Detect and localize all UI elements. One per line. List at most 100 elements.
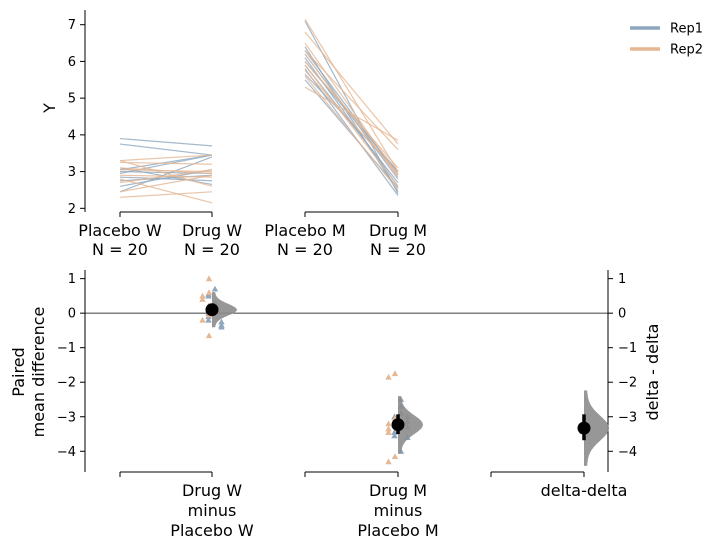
paired-line-rep1 bbox=[304, 73, 399, 173]
paired-line-rep1 bbox=[119, 143, 213, 156]
bottom-y-axis-label: Paired mean difference bbox=[9, 307, 48, 438]
paired-line-rep2 bbox=[119, 178, 213, 204]
group-count-label: N = 20 bbox=[184, 240, 240, 259]
comparison-label: Drug W bbox=[182, 481, 242, 500]
bootstrap-distribution bbox=[398, 396, 423, 454]
effect-size-mean bbox=[577, 421, 591, 435]
group-label: Drug W bbox=[182, 221, 242, 240]
paired-line-rep2 bbox=[119, 169, 213, 184]
effect-size-mean bbox=[391, 418, 405, 432]
paired-line-rep2 bbox=[304, 75, 399, 191]
group-label: Drug M bbox=[369, 221, 427, 240]
paired-line-rep2 bbox=[304, 64, 399, 187]
diff-point-rep2 bbox=[385, 425, 392, 432]
top-y-tick-label: 4 bbox=[68, 128, 76, 143]
diff-point-rep2 bbox=[205, 289, 213, 296]
diff-point-rep1 bbox=[391, 429, 398, 435]
diff-point-rep2 bbox=[205, 275, 213, 282]
paired-line-rep1 bbox=[304, 50, 399, 176]
diff-point-rep2 bbox=[199, 292, 206, 299]
left-y-tick-label: −3 bbox=[57, 410, 76, 425]
diff-point-rep2 bbox=[199, 316, 206, 323]
group-label: Placebo M bbox=[264, 221, 345, 240]
legend-label-rep1: Rep1 bbox=[670, 22, 703, 37]
paired-lines bbox=[119, 18, 399, 204]
group-count-label: N = 20 bbox=[92, 240, 148, 259]
left-y-tick-label: −2 bbox=[57, 376, 76, 391]
top-y-tick-label: 6 bbox=[68, 55, 76, 70]
right-y-tick-label: −4 bbox=[618, 445, 637, 460]
paired-line-rep2 bbox=[304, 42, 399, 176]
bootstrap-distribution bbox=[212, 292, 237, 328]
paired-line-rep2 bbox=[119, 191, 213, 198]
comparison-label: Placebo W bbox=[170, 521, 254, 540]
diff-point-rep2 bbox=[385, 420, 392, 427]
diff-point-rep2 bbox=[205, 332, 213, 339]
paired-line-rep1 bbox=[119, 176, 213, 182]
paired-line-rep2 bbox=[119, 160, 213, 187]
paired-line-rep1 bbox=[119, 154, 213, 171]
left-y-tick-label: 0 bbox=[68, 307, 76, 322]
bottom-y-axis-label-line: mean difference bbox=[29, 307, 48, 438]
diff-point-rep1 bbox=[211, 285, 219, 292]
top-y-tick-label: 2 bbox=[68, 202, 76, 217]
top-y-axis-label: Y bbox=[40, 103, 59, 114]
paired-line-rep2 bbox=[119, 161, 213, 165]
left-y-tick-label: −4 bbox=[57, 445, 76, 460]
paired-line-rep2 bbox=[119, 174, 213, 193]
group-count-label: N = 20 bbox=[277, 240, 333, 259]
diff-point-rep2 bbox=[391, 370, 399, 377]
top-y-tick-label: 7 bbox=[68, 18, 76, 33]
delta-panel: 1 0 −1 −2 −3 −4 1 0 −1 −2 −3 −4 Paired mean differen… bbox=[9, 270, 662, 540]
bottom-y-axis-label-line: Paired bbox=[9, 347, 28, 396]
paired-line-rep2 bbox=[304, 31, 399, 145]
bottom-y-ticks: 1 0 −1 −2 −3 −4 1 0 −1 −2 −3 −4 bbox=[57, 272, 637, 460]
bootstrap-distribution bbox=[584, 390, 609, 466]
diff-point-rep2 bbox=[385, 458, 392, 465]
group-count-label: N = 20 bbox=[370, 240, 426, 259]
comparison-label: minus bbox=[374, 501, 423, 520]
paired-line-rep2 bbox=[304, 53, 399, 178]
left-y-tick-label: −1 bbox=[57, 341, 76, 356]
diff-point-rep1 bbox=[205, 316, 212, 323]
diff-point-rep1 bbox=[205, 292, 212, 299]
comparison-label: delta-delta bbox=[541, 481, 628, 500]
legend: Rep1 Rep2 bbox=[630, 22, 703, 58]
right-y-tick-label: −3 bbox=[618, 410, 637, 425]
diff-point-rep2 bbox=[391, 453, 399, 460]
right-y-axis-label: delta - delta bbox=[643, 324, 662, 421]
comparison-label: Placebo M bbox=[357, 521, 438, 540]
comparison-label: minus bbox=[188, 501, 237, 520]
left-y-tick-label: 1 bbox=[68, 272, 76, 287]
paired-line-rep1 bbox=[119, 156, 213, 193]
paired-line-rep2 bbox=[304, 49, 399, 150]
paired-line-rep2 bbox=[119, 167, 213, 175]
legend-label-rep2: Rep2 bbox=[670, 43, 703, 58]
effect-sizes bbox=[205, 292, 609, 466]
right-y-tick-label: −1 bbox=[618, 341, 637, 356]
top-y-tick-label: 3 bbox=[68, 165, 76, 180]
group-label: Placebo W bbox=[78, 221, 162, 240]
right-y-tick-label: −2 bbox=[618, 376, 637, 391]
right-y-tick-label: 0 bbox=[618, 307, 626, 322]
paired-line-rep2 bbox=[304, 18, 399, 172]
diff-point-rep2 bbox=[385, 373, 392, 380]
diff-point-rep2 bbox=[385, 429, 392, 435]
effect-size-mean bbox=[205, 303, 219, 317]
diff-point-rep2 bbox=[199, 296, 206, 302]
paired-line-rep1 bbox=[119, 137, 213, 147]
top-y-ticks: 2 3 4 5 6 7 bbox=[68, 18, 85, 217]
paired-line-rep1 bbox=[119, 171, 213, 175]
diff-point-rep1 bbox=[218, 323, 225, 330]
diff-point-rep1 bbox=[391, 432, 398, 439]
top-y-tick-label: 5 bbox=[68, 92, 76, 107]
difference-points bbox=[199, 275, 411, 465]
paired-line-rep1 bbox=[119, 174, 213, 182]
paired-line-rep2 bbox=[119, 154, 213, 162]
comparison-label: Drug M bbox=[369, 481, 427, 500]
diff-point-rep1 bbox=[218, 318, 225, 325]
